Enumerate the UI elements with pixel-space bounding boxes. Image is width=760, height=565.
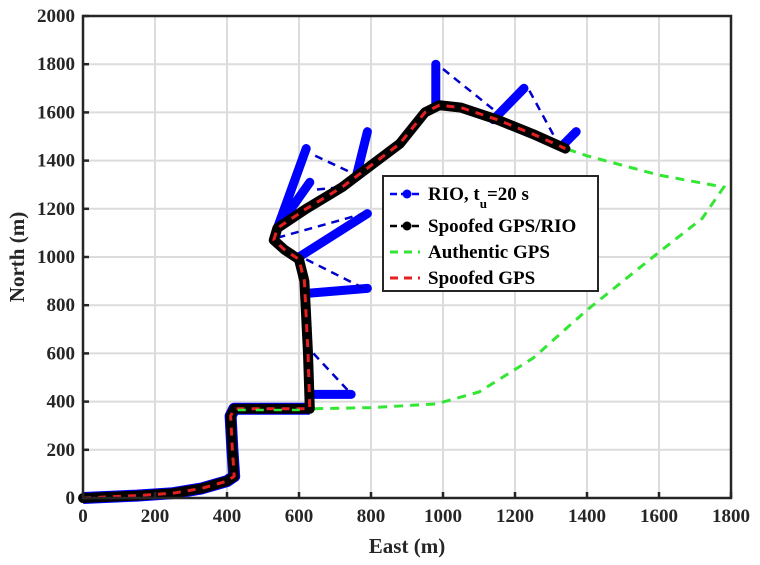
- series-authentic-gps: [234, 147, 727, 411]
- y-tick-label: 400: [47, 392, 76, 413]
- series-rio-connector: [277, 212, 365, 239]
- legend-marker-rio: [402, 189, 412, 199]
- legend-item-rio: RIO, tu=20 s: [390, 184, 529, 211]
- series-rio-connector: [442, 68, 498, 114]
- series-rio-branch: [488, 83, 529, 125]
- axis-ticks: [81, 14, 733, 500]
- y-tick-label: 2000: [37, 6, 75, 27]
- series-rio-branch: [305, 283, 372, 298]
- legend-label-spoofed-gps: Spoofed GPS: [428, 268, 535, 289]
- y-tick-label: 1400: [37, 151, 75, 172]
- y-tick-label: 200: [47, 440, 76, 461]
- x-tick-label: 1600: [640, 506, 678, 527]
- plot-series: [78, 59, 727, 504]
- y-axis-label: North (m): [5, 212, 29, 302]
- x-tick-label: 1400: [568, 506, 606, 527]
- legend-label-authentic-gps: Authentic GPS: [428, 242, 550, 263]
- y-tick-label: 1800: [37, 54, 75, 75]
- y-tick-label: 1200: [37, 199, 75, 220]
- series-rio-connector: [528, 90, 560, 145]
- y-tick-label: 0: [66, 488, 76, 509]
- series-spoofed-gps: [82, 103, 567, 500]
- x-tick-label: 400: [213, 506, 242, 527]
- x-tick-label: 0: [78, 506, 88, 527]
- x-tick-labels: 0 200 400 600 800 1000 1200 1400 1600 1800: [78, 506, 750, 527]
- series-rio-branch: [352, 127, 372, 180]
- series-rio-connector: [312, 352, 351, 393]
- x-tick-label: 1200: [496, 506, 534, 527]
- x-tick-label: 200: [141, 506, 170, 527]
- x-axis-label: East (m): [369, 534, 445, 558]
- legend-item-authentic-gps: Authentic GPS: [390, 242, 550, 263]
- series-rio-branch: [294, 209, 372, 262]
- series-rio-connector: [305, 258, 365, 290]
- y-tick-label: 1000: [37, 247, 75, 268]
- y-tick-label: 1600: [37, 102, 75, 123]
- y-tick-labels: 0 200 400 600 800 1000 1200 1400 1600 1800 2000: [37, 6, 75, 509]
- x-tick-label: 1800: [712, 506, 750, 527]
- legend-label-rio: RIO, tu=20 s: [428, 184, 529, 211]
- series-rio-branch: [272, 144, 311, 233]
- x-tick-label: 800: [357, 506, 386, 527]
- y-tick-label: 800: [47, 295, 76, 316]
- x-tick-label: 600: [285, 506, 314, 527]
- series-rio-connector: [314, 154, 358, 177]
- legend-item-spoofed-gps: Spoofed GPS: [390, 268, 535, 289]
- legend-label-spoofed-gps-rio: Spoofed GPS/RIO: [428, 216, 576, 237]
- legend-marker-spoofed-gps-rio: [402, 221, 412, 231]
- y-tick-label: 600: [47, 343, 76, 364]
- legend: RIO, tu=20 s Spoofed GPS/RIO Authentic G…: [382, 175, 599, 292]
- legend-item-spoofed-gps-rio: Spoofed GPS/RIO: [390, 216, 576, 237]
- x-tick-label: 1000: [424, 506, 462, 527]
